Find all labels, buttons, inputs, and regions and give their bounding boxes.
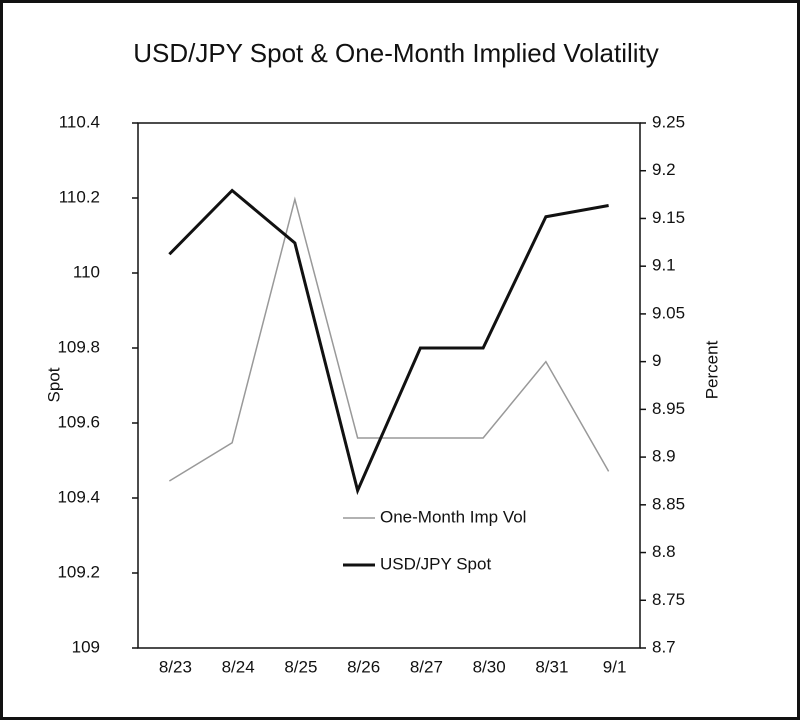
chart-title: USD/JPY Spot & One-Month Implied Volatil… bbox=[133, 38, 659, 68]
y-axis-title: Spot bbox=[44, 367, 63, 402]
y2-tick-label: 9.05 bbox=[652, 303, 685, 322]
y-tick-label: 109.2 bbox=[57, 562, 100, 581]
x-tick-label: 9/1 bbox=[603, 657, 627, 676]
x-tick-label: 8/27 bbox=[410, 657, 443, 676]
x-tick-label: 8/23 bbox=[159, 657, 192, 676]
plot-frame bbox=[137, 122, 641, 649]
y2-tick-label: 9 bbox=[652, 351, 661, 370]
y2-tick-label: 8.9 bbox=[652, 447, 676, 466]
y2-tick-label: 9.15 bbox=[652, 208, 685, 227]
y2-axis-title: Percent bbox=[702, 340, 721, 399]
legend-label: USD/JPY Spot bbox=[380, 554, 491, 573]
y-tick-label: 110 bbox=[73, 262, 100, 281]
y2-tick-label: 9.2 bbox=[652, 160, 676, 179]
series-line bbox=[168, 196, 610, 482]
y2-tick-label: 8.95 bbox=[652, 399, 685, 418]
y-tick-label: 109.6 bbox=[57, 412, 100, 431]
y2-tick-label: 8.8 bbox=[652, 542, 676, 561]
y-tick-label: 110.4 bbox=[59, 112, 100, 131]
x-tick-label: 8/26 bbox=[347, 657, 380, 676]
y2-tick-label: 9.1 bbox=[652, 256, 676, 275]
y-tick-label: 110.2 bbox=[59, 187, 100, 206]
y2-tick-label: 8.75 bbox=[652, 590, 685, 609]
y2-tick-label: 9.25 bbox=[652, 112, 685, 131]
legend-label: One-Month Imp Vol bbox=[380, 507, 526, 526]
series-line bbox=[168, 188, 609, 496]
y-tick-label: 109.8 bbox=[57, 337, 100, 356]
y-tick-label: 109 bbox=[72, 637, 100, 656]
x-tick-label: 8/30 bbox=[473, 657, 506, 676]
x-tick-label: 8/24 bbox=[222, 657, 255, 676]
x-tick-label: 8/31 bbox=[535, 657, 568, 676]
y-tick-label: 109.4 bbox=[57, 487, 100, 506]
x-tick-label: 8/25 bbox=[284, 657, 317, 676]
y2-tick-label: 8.85 bbox=[652, 494, 685, 513]
y2-tick-label: 8.7 bbox=[652, 637, 676, 656]
